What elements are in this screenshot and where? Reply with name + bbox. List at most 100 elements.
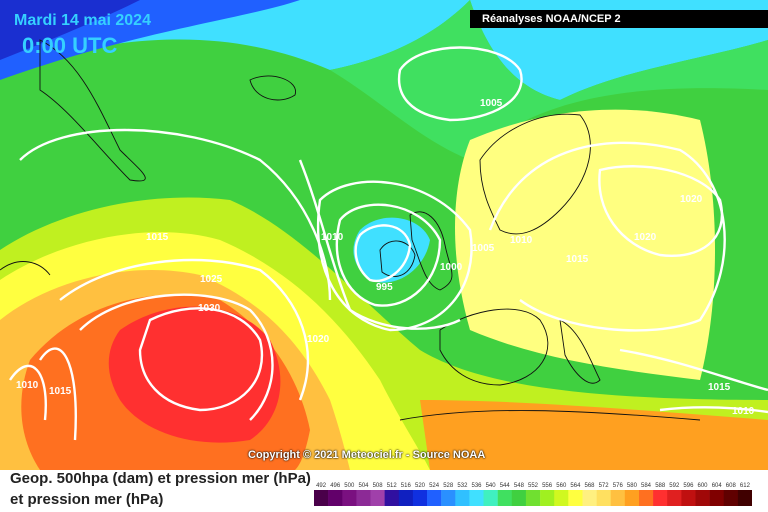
iceland-coast	[249, 75, 296, 101]
scale-swatch	[412, 490, 428, 506]
data-source-banner: Réanalyses NOAA/NCEP 2	[470, 10, 768, 28]
isobar-1030	[138, 307, 264, 412]
scale-tick-label: 528	[443, 483, 454, 489]
scale-tick-label: 496	[330, 483, 341, 489]
scale-tick-label: 564	[570, 483, 581, 489]
isobar-label-group: 1005 1015 1010 1020 1020 1025 1030 1010 …	[16, 98, 755, 417]
scale-swatch	[441, 490, 456, 506]
scale-tick-label: 576	[613, 483, 624, 489]
coastlines	[0, 39, 701, 421]
scale-swatch	[525, 490, 541, 506]
isobar-label: 1015	[566, 254, 589, 265]
scale-swatch	[737, 490, 752, 506]
italy-coast	[559, 319, 601, 384]
scale-tick-label: 572	[599, 483, 610, 489]
scale-tick-label: 524	[429, 483, 440, 489]
isobar-1015-se	[619, 348, 768, 392]
scale-tick-label: 612	[740, 483, 751, 489]
isobar-label: 1020	[680, 194, 703, 205]
isobar-1005-north	[397, 46, 523, 122]
color-band-green-mid	[330, 0, 768, 160]
scale-tick-label: 584	[641, 483, 652, 489]
scale-tick-label: 568	[584, 483, 595, 489]
scale-tick-label: 560	[556, 483, 567, 489]
scale-swatch	[653, 490, 668, 506]
scale-tick-label: 556	[542, 483, 553, 489]
isobar-label: 1010	[510, 235, 533, 246]
scale-tick-label: 552	[528, 483, 539, 489]
isobar-label: 1005	[480, 98, 503, 109]
scale-tick-label: 544	[500, 483, 511, 489]
color-band-red-high	[108, 306, 281, 443]
isobar-label: 1015	[146, 232, 169, 243]
scale-tick-label: 588	[655, 483, 666, 489]
isobar-label: 1015	[708, 382, 731, 393]
scale-swatch	[639, 490, 654, 506]
scale-tick-label: 536	[471, 483, 482, 489]
scale-swatch	[709, 490, 724, 506]
map-time: 0:00 UTC	[22, 33, 118, 58]
isobar-1015-west	[19, 128, 332, 301]
scale-swatch	[398, 490, 414, 506]
color-band-orange-se	[420, 400, 768, 470]
scale-swatch	[370, 490, 385, 506]
scale-swatch	[610, 490, 626, 506]
isobar-1020-east	[598, 165, 723, 257]
isobar-1010-se	[659, 406, 768, 414]
scale-swatch	[568, 490, 583, 506]
scale-swatch	[356, 490, 371, 506]
isobar-label: 995	[376, 282, 393, 293]
iberia-coast	[439, 308, 549, 386]
isobars	[9, 46, 768, 441]
isobar-label: 1010	[16, 380, 39, 391]
scale-tick-label: 504	[358, 483, 369, 489]
isobar-label: 1020	[634, 232, 657, 243]
isobar-label: 1010	[732, 406, 755, 417]
isobar-995	[354, 224, 412, 283]
scale-tick-label: 592	[669, 483, 680, 489]
scale-tick-label: 532	[457, 483, 468, 489]
scale-swatch	[483, 490, 498, 506]
isobar-1025	[79, 293, 274, 421]
map-date: Mardi 14 mai 2024	[14, 12, 151, 29]
scale-swatch	[540, 490, 555, 506]
scale-swatch	[681, 490, 696, 506]
scale-swatch	[582, 490, 597, 506]
north-africa-coast	[399, 410, 701, 421]
isobar-1005	[316, 180, 473, 332]
legend-title: Geop. 500hpa (dam) et pression mer (hPa)	[10, 470, 311, 487]
copyright-notice: Copyright © 2021 Meteociel.fr - Source N…	[248, 449, 486, 461]
isobar-label: 1030	[198, 303, 221, 314]
isobar-label: 1000	[440, 262, 463, 273]
great-britain-coast	[409, 211, 453, 291]
scale-tick-label: 500	[344, 483, 355, 489]
scale-swatch	[497, 490, 513, 506]
weather-map: 1005 1015 1010 1020 1020 1025 1030 1010 …	[0, 0, 768, 470]
scale-swatch	[342, 490, 357, 506]
scale-swatch	[695, 490, 710, 506]
scale-swatch	[427, 490, 442, 506]
scale-tick-label: 540	[486, 483, 497, 489]
isobar-label: 1025	[200, 274, 223, 285]
isobar-1020-south	[59, 258, 309, 401]
scale-swatch	[624, 490, 640, 506]
isobar-label: 1015	[49, 386, 72, 397]
legend-subtitle: et pression mer (hPa)	[10, 491, 164, 508]
scale-swatch	[596, 490, 611, 506]
scale-swatch	[384, 490, 399, 506]
isobar-1010-sw	[9, 364, 47, 421]
scale-swatch	[511, 490, 527, 506]
scale-tick-label: 596	[683, 483, 694, 489]
scale-tick-label: 548	[514, 483, 525, 489]
scale-tick-label: 580	[627, 483, 638, 489]
isobar-label: 1005	[472, 243, 495, 254]
isobar-1000	[335, 203, 442, 307]
isobar-label: 1010	[321, 232, 344, 243]
scale-tick-label: 492	[316, 483, 327, 489]
color-band-dark-blue	[0, 0, 140, 60]
scale-swatch	[667, 490, 682, 506]
scale-tick-label: 608	[726, 483, 737, 489]
scale-tick-label: 520	[415, 483, 426, 489]
isobar-1015-sw	[39, 347, 77, 441]
color-scale: 492 496 500 504 508 512 516 520 524 528 532 536 540 5…	[314, 483, 752, 506]
